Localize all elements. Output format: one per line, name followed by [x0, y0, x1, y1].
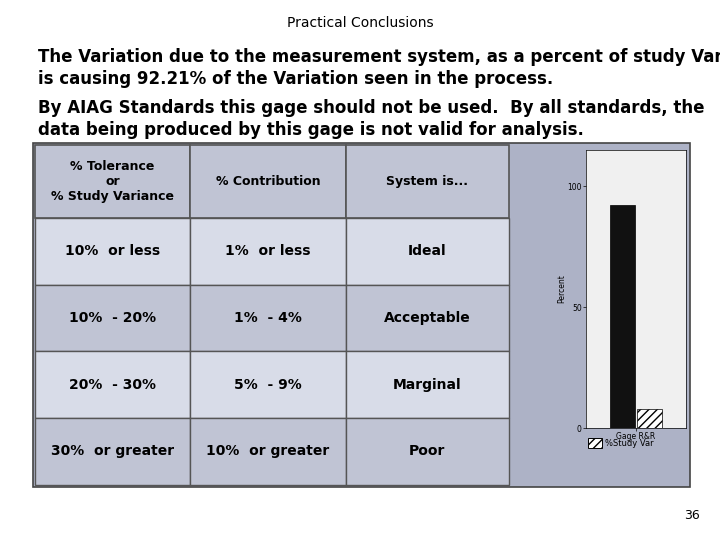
Bar — [190, 285, 346, 352]
Text: 30%  or greater: 30% or greater — [51, 444, 174, 458]
Text: 10%  - 20%: 10% - 20% — [69, 311, 156, 325]
Bar — [35, 418, 190, 485]
Bar — [346, 418, 509, 485]
Bar — [33, 143, 690, 487]
Text: is causing 92.21% of the Variation seen in the process.: is causing 92.21% of the Variation seen … — [38, 70, 553, 88]
Text: 1%  or less: 1% or less — [225, 245, 311, 259]
Bar — [35, 145, 190, 218]
Text: %Study Var: %Study Var — [605, 438, 654, 448]
Bar — [190, 145, 346, 218]
Text: % Tolerance
or
% Study Variance: % Tolerance or % Study Variance — [51, 160, 174, 203]
Text: Ideal: Ideal — [408, 245, 446, 259]
Bar — [346, 218, 509, 285]
Text: 10%  or greater: 10% or greater — [207, 444, 330, 458]
Text: data being produced by this gage is not valid for analysis.: data being produced by this gage is not … — [38, 120, 584, 139]
Text: 20%  - 30%: 20% - 30% — [69, 377, 156, 392]
Bar — [610, 205, 635, 428]
Bar — [346, 352, 509, 418]
Text: 10%  or less: 10% or less — [65, 245, 161, 259]
Bar — [190, 418, 346, 485]
Text: Acceptable: Acceptable — [384, 311, 471, 325]
Bar — [35, 352, 190, 418]
Text: Poor: Poor — [409, 444, 446, 458]
Text: Practical Conclusions: Practical Conclusions — [287, 16, 433, 30]
Bar — [190, 352, 346, 418]
Text: 5%  - 9%: 5% - 9% — [234, 377, 302, 392]
Y-axis label: Percent: Percent — [557, 274, 566, 303]
Bar — [588, 438, 602, 448]
Text: System is...: System is... — [387, 175, 469, 188]
Text: By AIAG Standards this gage should not be used.  By all standards, the: By AIAG Standards this gage should not b… — [38, 99, 704, 117]
Bar — [346, 145, 509, 218]
Text: Marginal: Marginal — [393, 377, 462, 392]
Bar — [190, 218, 346, 285]
Text: % Contribution: % Contribution — [216, 175, 320, 188]
Text: 1%  - 4%: 1% - 4% — [234, 311, 302, 325]
Bar — [35, 285, 190, 352]
Text: The Variation due to the measurement system, as a percent of study Variation: The Variation due to the measurement sys… — [38, 48, 720, 66]
Text: 36: 36 — [684, 509, 700, 522]
Bar — [637, 409, 662, 428]
Bar — [346, 285, 509, 352]
Bar — [35, 218, 190, 285]
